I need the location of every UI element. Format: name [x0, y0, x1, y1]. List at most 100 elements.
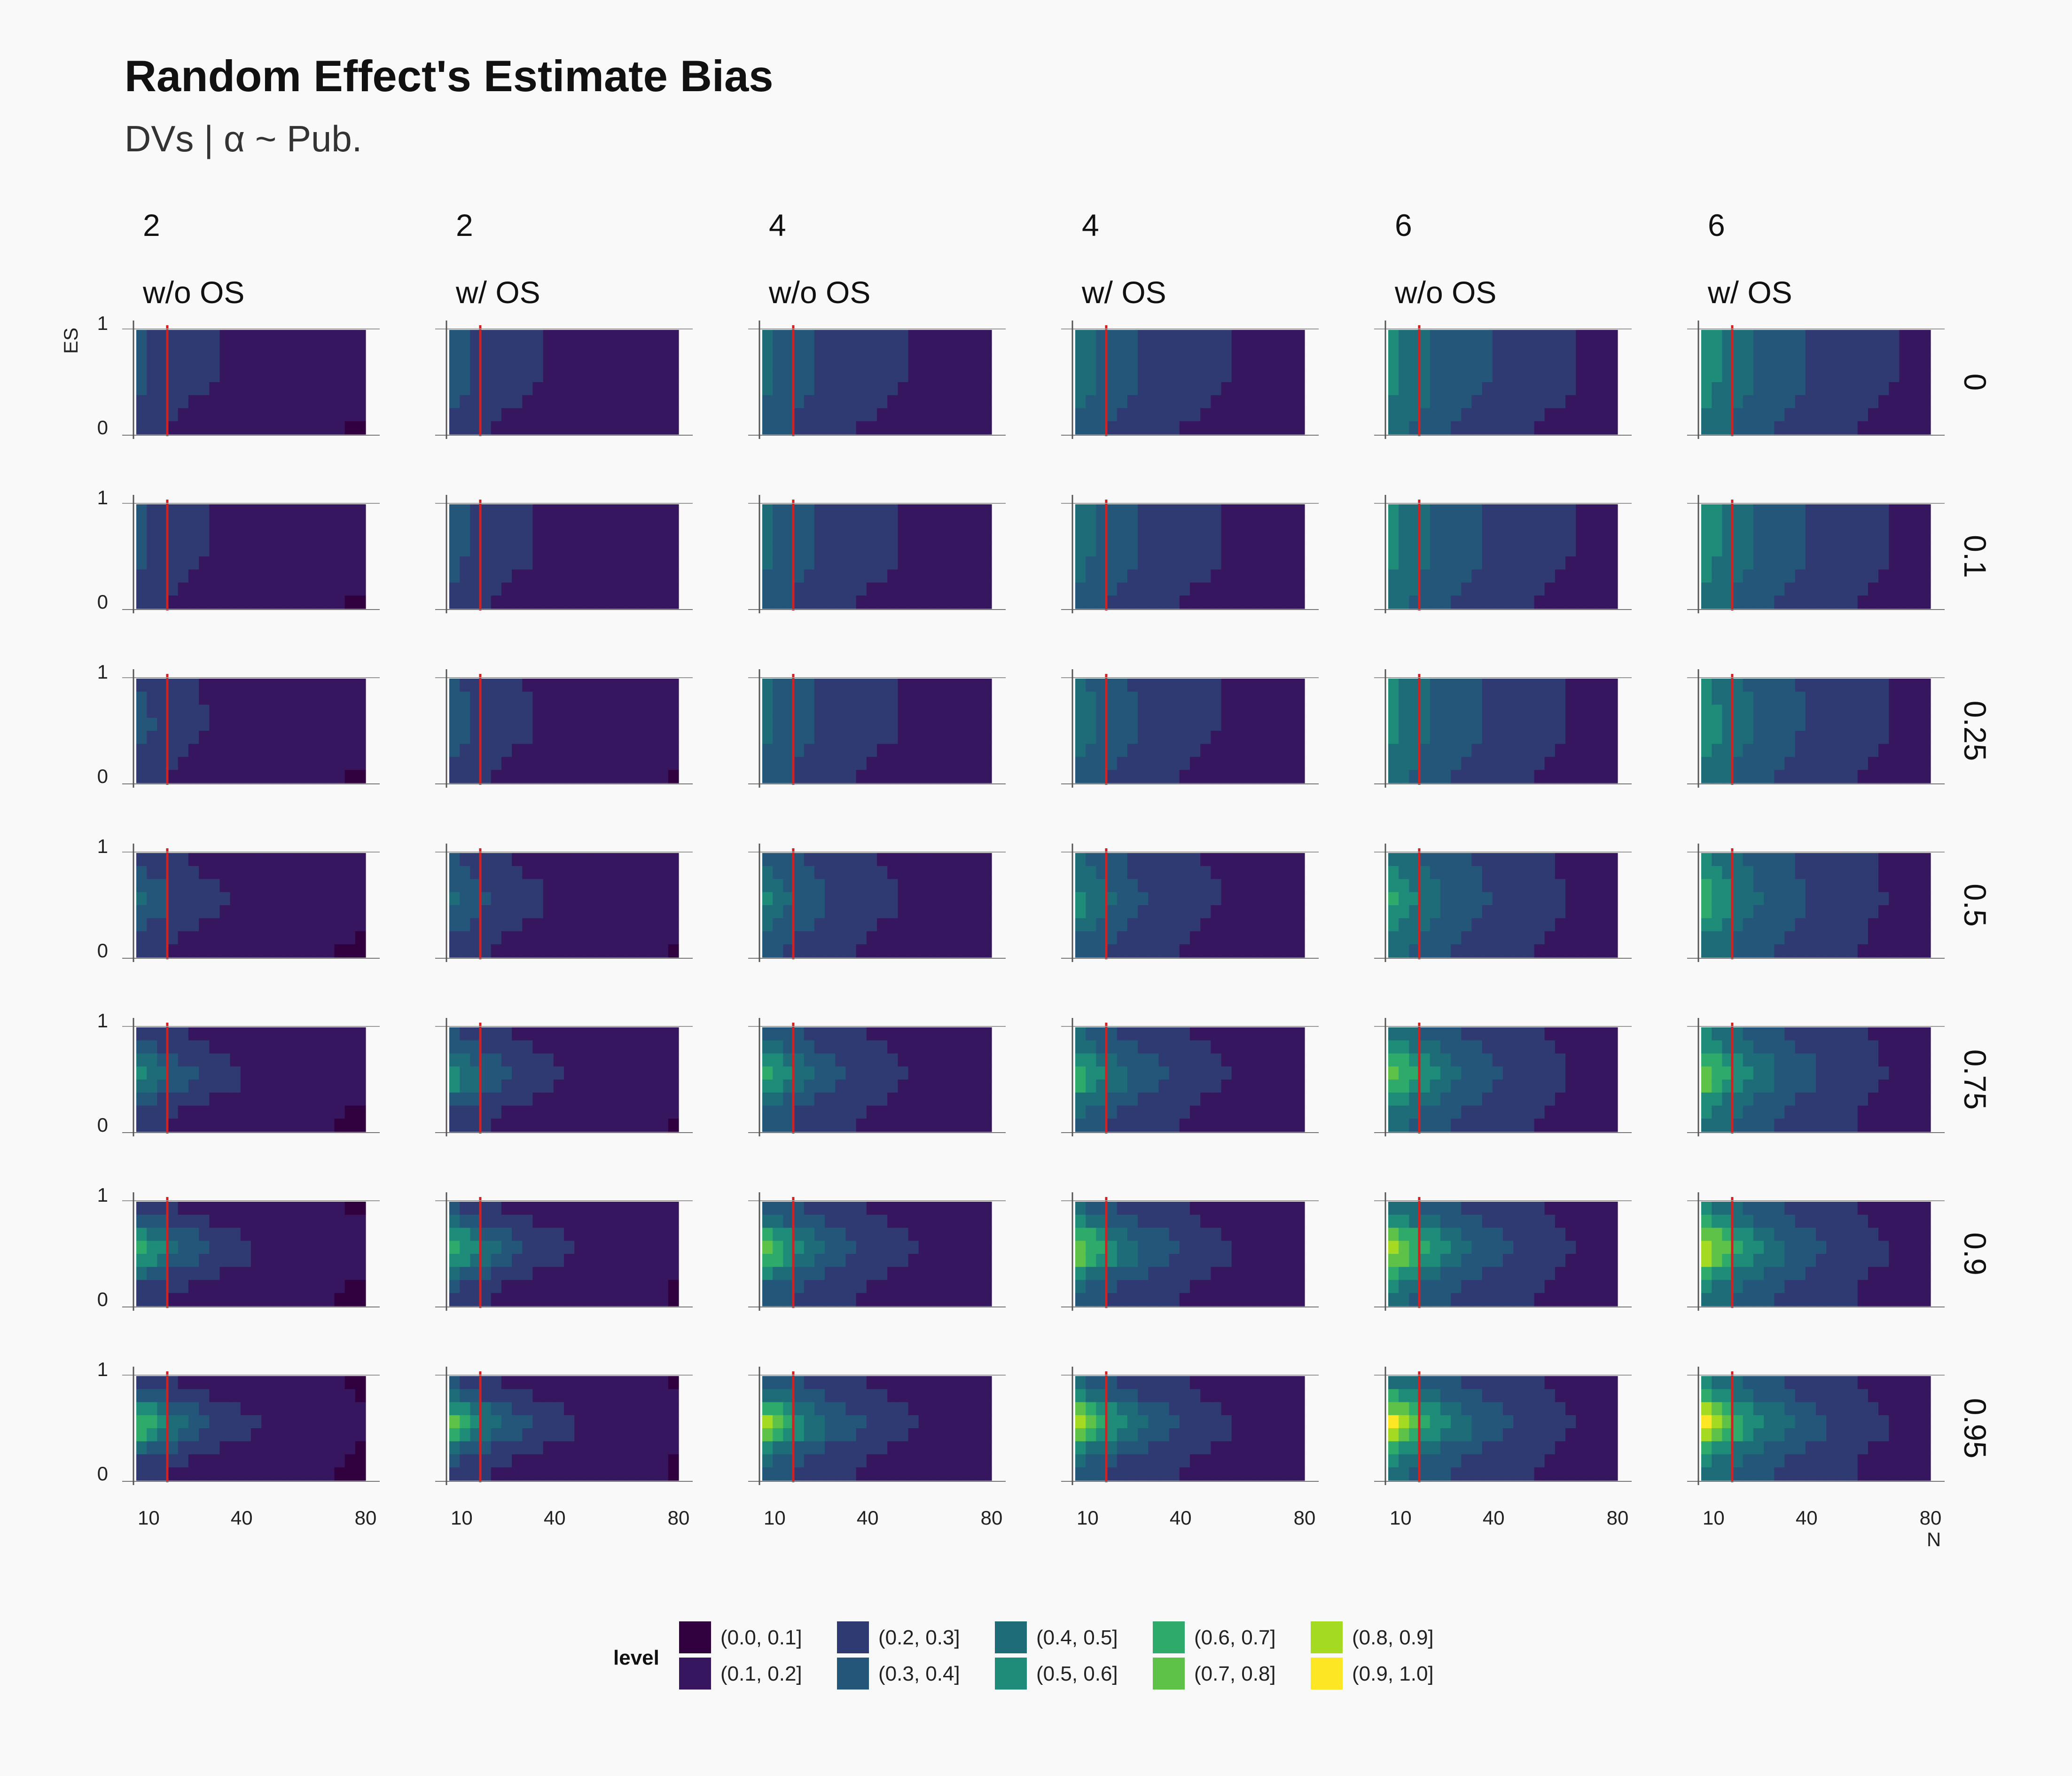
contour-cell	[230, 343, 241, 357]
contour-cell	[1492, 879, 1503, 892]
contour-cell	[1252, 356, 1263, 369]
contour-cell	[1075, 1053, 1086, 1067]
contour-cell	[1784, 582, 1796, 596]
contour-cell	[804, 582, 815, 596]
contour-cell	[1263, 556, 1274, 570]
contour-cell	[616, 504, 627, 518]
contour-cell	[460, 408, 470, 422]
contour-cell	[1482, 504, 1493, 518]
contour-cell	[1784, 731, 1796, 744]
contour-cell	[303, 1027, 314, 1041]
contour-cell	[1440, 569, 1451, 583]
contour-cell	[261, 1080, 272, 1093]
contour-cell	[762, 944, 773, 958]
contour-cell	[1399, 931, 1409, 945]
contour-cell	[532, 569, 544, 583]
contour-cell	[950, 691, 961, 705]
contour-cell	[303, 556, 314, 570]
contour-cell	[918, 582, 930, 596]
contour-cell	[1732, 408, 1744, 422]
contour-cell	[480, 679, 492, 692]
contour-cell	[303, 369, 314, 383]
contour-cell	[1909, 892, 1921, 906]
contour-cell	[543, 931, 554, 945]
contour-cell	[1764, 421, 1775, 435]
contour-cell	[1138, 356, 1149, 369]
contour-cell	[1555, 757, 1566, 770]
contour-cell	[1148, 1080, 1159, 1093]
contour-cell	[136, 1053, 147, 1067]
contour-cell	[261, 556, 272, 570]
contour-cell	[762, 1105, 773, 1119]
contour-cell	[1200, 517, 1211, 531]
contour-cell	[637, 704, 648, 718]
contour-cell	[532, 530, 544, 544]
contour-cell	[1252, 704, 1263, 718]
contour-cell	[1179, 1053, 1190, 1067]
contour-cell	[1430, 395, 1441, 409]
contour-cell	[532, 853, 544, 867]
contour-cell	[773, 395, 783, 409]
contour-cell	[1847, 408, 1858, 422]
contour-cell	[1127, 1092, 1138, 1106]
contour-cell	[1096, 421, 1107, 435]
contour-cell	[1826, 517, 1837, 531]
contour-cell	[501, 343, 512, 357]
contour-cell	[1096, 757, 1107, 770]
contour-cell	[668, 892, 679, 906]
contour-cell	[1158, 330, 1170, 344]
contour-cell	[1169, 918, 1180, 932]
contour-cell	[1117, 369, 1128, 383]
contour-cell	[1283, 421, 1295, 435]
contour-cell	[804, 944, 815, 958]
contour-cell	[460, 691, 470, 705]
contour-cell	[605, 569, 617, 583]
contour-cell	[1722, 743, 1733, 758]
contour-cell	[605, 330, 617, 344]
contour-cell	[157, 892, 168, 906]
contour-cell	[668, 691, 679, 705]
contour-cell	[261, 330, 272, 344]
contour-cell	[470, 679, 481, 692]
contour-cell	[950, 330, 961, 344]
contour-cell	[1419, 556, 1431, 570]
contour-cell	[1544, 395, 1556, 409]
contour-cell	[1596, 330, 1608, 344]
contour-cell	[595, 1040, 606, 1054]
contour-cell	[1158, 1080, 1170, 1093]
contour-cell	[324, 1053, 335, 1067]
contour-cell	[1701, 582, 1712, 596]
contour-cell	[918, 1092, 930, 1106]
contour-cell	[835, 866, 846, 880]
contour-cell	[1190, 1040, 1201, 1054]
contour-cell	[981, 1080, 992, 1093]
contour-cell	[1148, 1105, 1159, 1119]
contour-cell	[1106, 718, 1118, 731]
contour-cell	[908, 892, 919, 906]
contour-cell	[324, 569, 335, 583]
contour-cell	[512, 595, 523, 609]
contour-cell	[626, 343, 637, 357]
contour-cell	[1294, 704, 1305, 718]
contour-cell	[1544, 582, 1556, 596]
contour-cell	[647, 679, 658, 692]
contour-cell	[1837, 770, 1848, 783]
contour-cell	[136, 569, 147, 583]
contour-cell	[1576, 853, 1587, 867]
contour-cell	[950, 569, 961, 583]
contour-cell	[616, 743, 627, 758]
contour-cell	[188, 421, 199, 435]
contour-cell	[491, 343, 502, 357]
contour-cell	[449, 1119, 460, 1132]
contour-cell	[1524, 408, 1535, 422]
contour-cell	[1242, 853, 1253, 867]
contour-cell	[1252, 931, 1263, 945]
contour-cell	[1743, 718, 1754, 731]
contour-cell	[1179, 369, 1190, 383]
contour-cell	[460, 356, 470, 369]
contour-cell	[324, 905, 335, 919]
contour-cell	[585, 1119, 596, 1132]
contour-cell	[460, 1119, 470, 1132]
contour-cell	[825, 679, 836, 692]
contour-cell	[564, 691, 575, 705]
